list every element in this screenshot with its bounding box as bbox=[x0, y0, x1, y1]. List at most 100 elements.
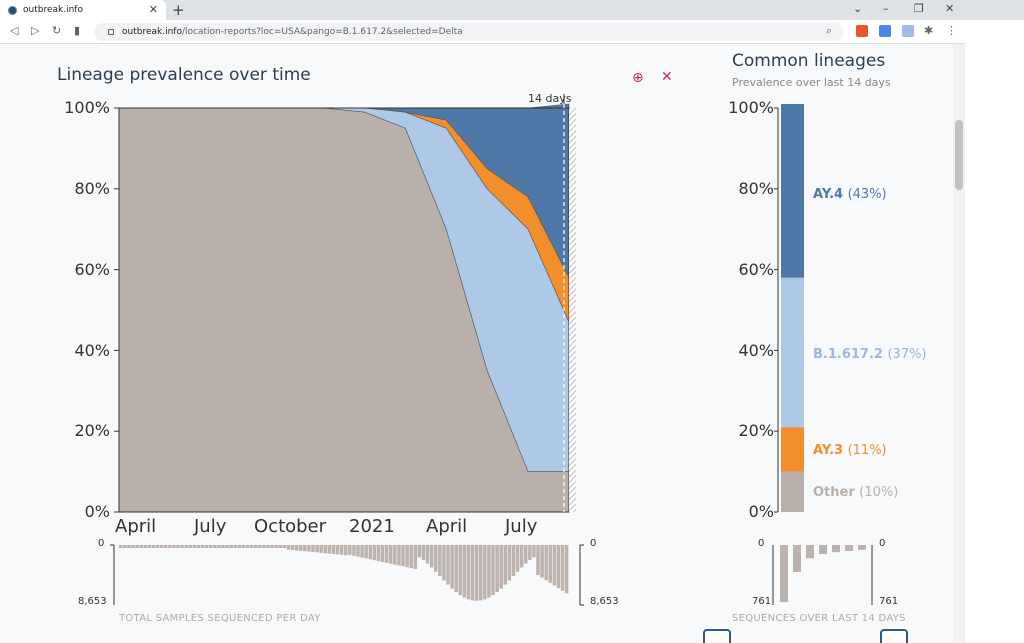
side-chart-subtitle: Prevalence over last 14 days bbox=[732, 76, 891, 89]
daily-sample-bar bbox=[217, 545, 221, 548]
translate-icon[interactable] bbox=[879, 25, 891, 37]
close-window-button[interactable]: ✕ bbox=[945, 2, 955, 15]
daily-sample-bar bbox=[548, 545, 553, 583]
x-tick-label: July bbox=[505, 516, 538, 537]
daily-sample-bar bbox=[528, 545, 532, 561]
daily-sequence-bar bbox=[832, 545, 840, 553]
daily-sample-bar bbox=[552, 545, 557, 586]
brave-shield-icon[interactable] bbox=[856, 25, 868, 37]
daily-sample-bar bbox=[307, 545, 311, 552]
page-scrollbar[interactable] bbox=[953, 44, 965, 643]
copy-chart-button[interactable] bbox=[703, 629, 731, 643]
daily-sample-bar bbox=[409, 545, 413, 569]
daily-sample-bar bbox=[155, 545, 160, 548]
daily-sample-bar bbox=[209, 545, 213, 548]
daily-sample-bar bbox=[393, 545, 397, 565]
side-y-tick-label: 20% bbox=[738, 421, 774, 440]
zoom-in-icon[interactable]: ⊕ bbox=[632, 70, 644, 86]
daily-sample-bar bbox=[303, 545, 307, 552]
daily-sample-bar bbox=[184, 545, 188, 548]
legend-b16172: B.1.617.2 (37%) bbox=[813, 347, 927, 362]
reset-zoom-icon[interactable]: ✕ bbox=[661, 69, 673, 85]
count-bottom-right-label: 8,653 bbox=[590, 596, 619, 607]
count-top-right-label: 0 bbox=[590, 538, 597, 549]
copy-side-chart-button[interactable] bbox=[880, 629, 908, 643]
side-y-tick-label: 80% bbox=[738, 179, 774, 198]
daily-sample-bar bbox=[254, 545, 258, 548]
daily-sample-bar bbox=[139, 545, 143, 548]
daily-sample-bar bbox=[524, 545, 528, 564]
side-count-top-right-label: 0 bbox=[879, 538, 886, 549]
daily-sample-bar bbox=[123, 545, 127, 548]
daily-sample-bar bbox=[364, 545, 368, 559]
daily-sample-bar bbox=[151, 545, 156, 548]
daily-sample-bar bbox=[474, 545, 479, 601]
tab-search-icon[interactable]: ⌄ bbox=[853, 2, 863, 15]
legend-ay4: AY.4 (43%) bbox=[813, 187, 887, 202]
daily-sample-bar bbox=[319, 545, 323, 553]
daily-sample-bar bbox=[384, 545, 389, 563]
daily-sample-bar bbox=[352, 545, 356, 556]
restore-button[interactable]: ❐ bbox=[914, 2, 924, 15]
y-tick-label: 20% bbox=[74, 421, 110, 440]
lock-icon bbox=[108, 29, 114, 35]
menu-icon[interactable]: ⋮ bbox=[946, 24, 957, 37]
minimize-button[interactable]: – bbox=[883, 2, 889, 15]
daily-sample-bar bbox=[442, 545, 446, 581]
legend-label: AY.4 bbox=[813, 187, 844, 202]
daily-sample-bar bbox=[511, 545, 516, 577]
legend-ay3: AY.3 (11%) bbox=[813, 443, 887, 458]
daily-sample-bar bbox=[229, 545, 233, 548]
daily-sample-bar bbox=[503, 545, 508, 585]
daily-sample-bar bbox=[515, 545, 520, 572]
daily-sample-bar bbox=[266, 545, 270, 548]
bookmark-icon[interactable]: ▮ bbox=[74, 24, 81, 37]
daily-sequence-bar bbox=[845, 545, 853, 551]
daily-sample-bar bbox=[421, 545, 426, 561]
legend-pct: (37%) bbox=[887, 347, 927, 362]
forward-icon[interactable]: ▷ bbox=[31, 24, 40, 37]
url-input[interactable]: outbreak.info/location-reports?loc=USA&p… bbox=[94, 23, 844, 41]
extension-doc-icon[interactable] bbox=[902, 25, 914, 37]
daily-sample-bar bbox=[241, 545, 246, 548]
daily-sample-bar bbox=[180, 545, 184, 548]
main-chart-title: Lineage prevalence over time bbox=[57, 65, 311, 85]
daily-sample-bar bbox=[290, 545, 295, 550]
y-tick-label: 100% bbox=[64, 98, 110, 117]
daily-sample-bar bbox=[233, 545, 238, 548]
daily-sequence-bar bbox=[780, 545, 788, 602]
daily-sample-bar bbox=[401, 545, 405, 567]
daily-sample-bar bbox=[479, 545, 483, 601]
reload-icon[interactable]: ↻ bbox=[52, 24, 62, 37]
daily-sample-bar bbox=[282, 545, 287, 548]
sequences-caption: SEQUENCES OVER LAST 14 DAYS bbox=[732, 613, 906, 624]
legend-label: Other bbox=[813, 485, 855, 500]
tab-bar: outbreak.info ✕ + ⌄ – ❐ ✕ bbox=[0, 0, 1024, 20]
samples-caption: TOTAL SAMPLES SEQUENCED PER DAY bbox=[119, 613, 321, 624]
daily-sample-bar bbox=[413, 545, 418, 569]
x-tick-label: 2021 bbox=[349, 516, 395, 537]
url-path: /location-reports?loc=USA&pango=B.1.617.… bbox=[181, 27, 463, 37]
main-area-chart[interactable] bbox=[0, 44, 953, 643]
close-tab-icon[interactable]: ✕ bbox=[148, 3, 158, 16]
back-icon[interactable]: ◁ bbox=[10, 24, 19, 37]
daily-sample-bar bbox=[192, 545, 197, 548]
y-tick-label: 60% bbox=[74, 260, 110, 279]
scrollbar-thumb[interactable] bbox=[955, 120, 963, 190]
daily-sample-bar bbox=[540, 545, 544, 578]
lineage-bar-ay4 bbox=[781, 103, 804, 278]
daily-sample-bar bbox=[470, 545, 475, 601]
daily-sample-bar bbox=[172, 545, 176, 548]
legend-other: Other (10%) bbox=[813, 485, 898, 500]
browser-tab[interactable]: outbreak.info ✕ bbox=[0, 0, 166, 20]
daily-sample-bar bbox=[487, 545, 491, 598]
daily-sample-bar bbox=[204, 545, 209, 548]
new-tab-button[interactable]: + bbox=[172, 1, 185, 19]
zoom-icon[interactable]: ⌕ bbox=[826, 24, 833, 37]
extensions-puzzle-icon[interactable]: ✱ bbox=[924, 24, 934, 37]
daily-sample-bar bbox=[372, 545, 377, 561]
daily-sample-bar bbox=[274, 545, 278, 548]
legend-label: AY.3 bbox=[813, 443, 844, 458]
daily-sample-bar bbox=[159, 545, 164, 548]
daily-sample-bar bbox=[335, 545, 340, 555]
